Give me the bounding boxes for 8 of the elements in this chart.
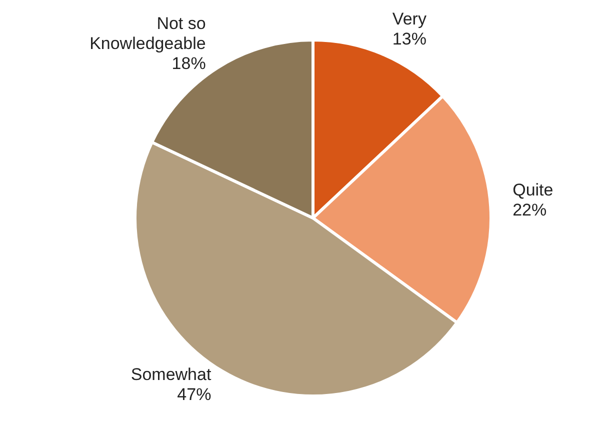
slice-label: Quite: [512, 180, 554, 200]
data-label: 18%: [172, 54, 206, 74]
slice-label: Very: [392, 9, 427, 28]
data-label: 13%: [392, 29, 426, 48]
data-label: 47%: [177, 385, 212, 404]
data-label: 22%: [512, 200, 547, 220]
slice-label: Somewhat: [130, 365, 212, 384]
slice-label: Not so Knowledgeable: [90, 14, 206, 54]
